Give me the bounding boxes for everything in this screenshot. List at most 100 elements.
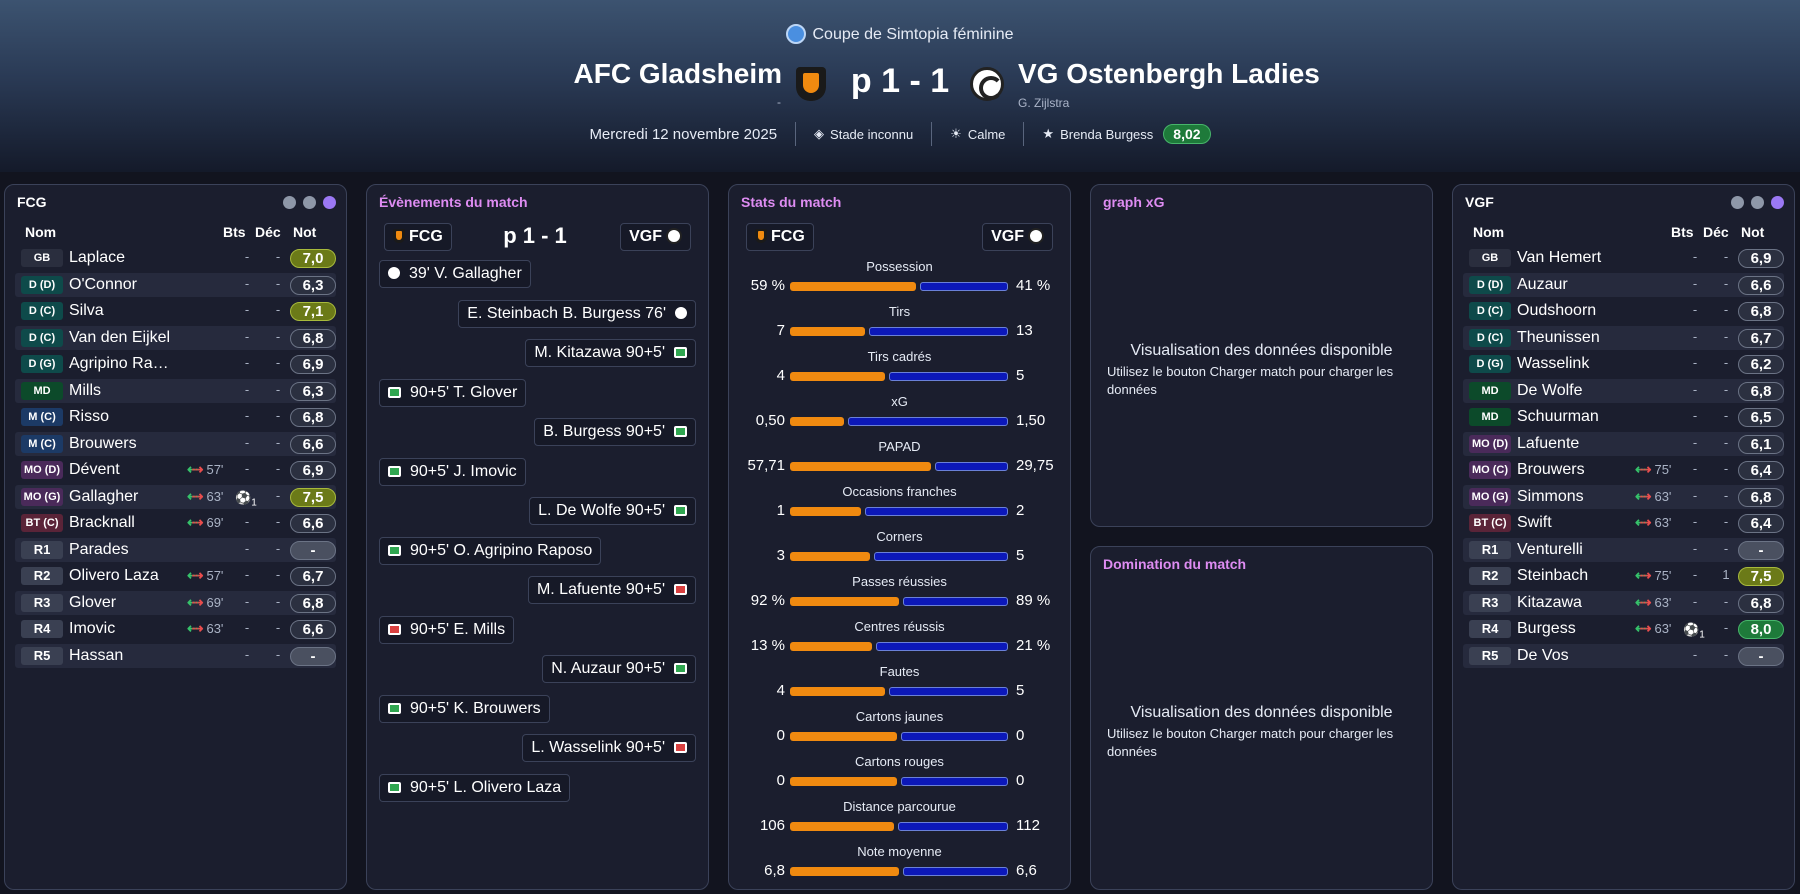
player-row[interactable]: D (G) Agripino Ra… - -6,9 <box>15 352 336 376</box>
player-name[interactable]: Schuurman <box>1517 408 1599 425</box>
player-row[interactable]: R4 Burgess ⇠⇢ 63' ⚽1-8,0 <box>1463 617 1784 641</box>
player-row[interactable]: D (D) Auzaur - -6,6 <box>1463 272 1784 297</box>
player-name[interactable]: Kitazawa <box>1517 593 1582 611</box>
page-dot[interactable] <box>303 196 316 209</box>
home-team-name[interactable]: AFC Gladsheim <box>573 58 782 89</box>
player-name[interactable]: Bracknall <box>69 514 135 531</box>
away-crest-icon[interactable] <box>970 67 1004 101</box>
player-name[interactable]: Brouwers <box>1517 461 1585 478</box>
page-dot[interactable] <box>283 196 296 209</box>
player-row[interactable]: BT (C) Bracknall ⇠⇢ 69' - -6,6 <box>15 511 336 535</box>
match-event[interactable]: E. Steinbach B. Burgess 76' <box>458 299 696 328</box>
player-name[interactable]: Agripino Ra… <box>69 355 169 372</box>
col-name[interactable]: Nom <box>25 224 57 240</box>
player-row[interactable]: MO (G) Gallagher ⇠⇢ 63' ⚽1-7,5 <box>15 484 336 509</box>
stats-home-team[interactable]: FCG <box>746 223 814 251</box>
player-row[interactable]: MD Mills - -6,3 <box>15 378 336 403</box>
player-row[interactable]: M (C) Brouwers - -6,6 <box>15 431 336 456</box>
col-name[interactable]: Nom <box>1473 224 1505 240</box>
match-event[interactable]: 39' V. Gallagher <box>379 260 531 288</box>
player-name[interactable]: Swift <box>1517 514 1552 531</box>
match-event[interactable]: B. Burgess 90+5' <box>534 418 696 446</box>
player-name[interactable]: Steinbach <box>1517 567 1589 584</box>
player-row[interactable]: D (C) Silva - -7,1 <box>15 299 336 323</box>
player-name[interactable]: Glover <box>69 593 117 611</box>
player-row[interactable]: R2 Olivero Laza ⇠⇢ 57' - -6,7 <box>15 564 336 588</box>
player-name[interactable]: Dévent <box>69 461 120 478</box>
match-event[interactable]: 90+5' L. Olivero Laza <box>379 773 571 802</box>
player-name[interactable]: Laplace <box>69 249 126 266</box>
player-row[interactable]: R2 Steinbach ⇠⇢ 75' -1 7,5 <box>1463 564 1784 588</box>
page-dot[interactable] <box>1731 196 1744 209</box>
player-name[interactable]: Risso <box>69 408 110 425</box>
page-dot[interactable] <box>1751 196 1764 209</box>
player-row[interactable]: BT (C) Swift ⇠⇢ 63' - -6,4 <box>1463 511 1784 535</box>
events-away-team[interactable]: VGF <box>620 223 691 251</box>
player-row[interactable]: GB Laplace - -7,0 <box>15 246 336 270</box>
player-row[interactable]: MD Schuurman - -6,5 <box>1463 405 1784 429</box>
col-assists[interactable]: Déc <box>255 224 281 240</box>
player-row[interactable]: R3 Kitazawa ⇠⇢ 63' - -6,8 <box>1463 590 1784 615</box>
page-dot-active[interactable] <box>1771 196 1784 209</box>
player-name[interactable]: Brouwers <box>69 434 137 452</box>
col-goals[interactable]: Bts <box>1671 224 1694 240</box>
events-home-team[interactable]: FCG <box>384 223 452 251</box>
player-row[interactable]: MO (G) Simmons ⇠⇢ 63' - -6,8 <box>1463 484 1784 509</box>
player-row[interactable]: R5 Hassan - - - <box>15 643 336 668</box>
match-event[interactable]: L. De Wolfe 90+5' <box>529 497 696 525</box>
stats-away-team[interactable]: VGF <box>982 223 1053 251</box>
col-rating[interactable]: Not <box>1741 224 1765 240</box>
player-of-match[interactable]: ★ Brenda Burgess 8,02 <box>1024 124 1228 144</box>
player-row[interactable]: R1 Parades - - - <box>15 537 336 562</box>
player-row[interactable]: R5 De Vos - - - <box>1463 643 1784 668</box>
player-row[interactable]: MO (C) Brouwers ⇠⇢ 75' - -6,4 <box>1463 458 1784 482</box>
player-row[interactable]: R3 Glover ⇠⇢ 69' - -6,8 <box>15 590 336 615</box>
player-name[interactable]: Mills <box>69 381 101 399</box>
match-event[interactable]: 90+5' O. Agripino Raposo <box>379 536 602 565</box>
match-event[interactable]: L. Wasselink 90+5' <box>522 734 696 762</box>
player-row[interactable]: MO (D) Dévent ⇠⇢ 57' - -6,9 <box>15 458 336 482</box>
col-assists[interactable]: Déc <box>1703 224 1729 240</box>
page-dot-active[interactable] <box>323 196 336 209</box>
player-row[interactable]: R1 Venturelli - - - <box>1463 537 1784 562</box>
match-event[interactable]: 90+5' K. Brouwers <box>379 694 550 723</box>
player-name[interactable]: Venturelli <box>1517 540 1583 558</box>
player-name[interactable]: Theunissen <box>1517 328 1600 346</box>
away-manager[interactable]: G. Zijlstra <box>1018 96 1070 110</box>
player-name[interactable]: O'Connor <box>69 275 137 293</box>
player-name[interactable]: Auzaur <box>1517 275 1568 293</box>
player-name[interactable]: Olivero Laza <box>69 567 159 584</box>
player-name[interactable]: Burgess <box>1517 620 1576 637</box>
player-row[interactable]: R4 Imovic ⇠⇢ 63' - -6,6 <box>15 617 336 641</box>
col-goals[interactable]: Bts <box>223 224 246 240</box>
away-team-name[interactable]: VG Ostenbergh Ladies <box>1018 58 1320 89</box>
player-name[interactable]: Parades <box>69 540 129 558</box>
player-row[interactable]: D (C) Oudshoorn - -6,8 <box>1463 299 1784 323</box>
player-row[interactable]: M (C) Risso - -6,8 <box>15 405 336 429</box>
player-name[interactable]: De Wolfe <box>1517 381 1583 399</box>
player-name[interactable]: Van Hemert <box>1517 249 1602 266</box>
player-name[interactable]: De Vos <box>1517 646 1569 664</box>
player-row[interactable]: D (D) O'Connor - -6,3 <box>15 272 336 297</box>
home-crest-icon[interactable] <box>796 67 826 101</box>
match-event[interactable]: 90+5' E. Mills <box>379 615 515 644</box>
player-name[interactable]: Gallagher <box>69 487 139 505</box>
match-event[interactable]: M. Lafuente 90+5' <box>527 576 696 604</box>
player-row[interactable]: D (C) Theunissen - -6,7 <box>1463 325 1784 350</box>
col-rating[interactable]: Not <box>293 224 317 240</box>
match-event[interactable]: N. Auzaur 90+5' <box>542 655 696 683</box>
player-name[interactable]: Silva <box>69 302 104 319</box>
match-event[interactable]: M. Kitazawa 90+5' <box>525 339 696 367</box>
player-name[interactable]: Wasselink <box>1517 355 1590 372</box>
match-event[interactable]: 90+5' J. Imovic <box>379 457 526 486</box>
player-name[interactable]: Oudshoorn <box>1517 302 1597 319</box>
match-event[interactable]: 90+5' T. Glover <box>379 378 527 407</box>
competition[interactable]: Coupe de Simtopia féminine <box>0 24 1800 44</box>
player-name[interactable]: Imovic <box>69 620 116 637</box>
player-row[interactable]: D (C) Van den Eijkel - -6,8 <box>15 325 336 350</box>
player-row[interactable]: MO (D) Lafuente - -6,1 <box>1463 431 1784 456</box>
player-name[interactable]: Hassan <box>69 646 124 664</box>
player-name[interactable]: Simmons <box>1517 487 1584 505</box>
player-name[interactable]: Lafuente <box>1517 434 1580 452</box>
player-name[interactable]: Van den Eijkel <box>69 328 171 346</box>
